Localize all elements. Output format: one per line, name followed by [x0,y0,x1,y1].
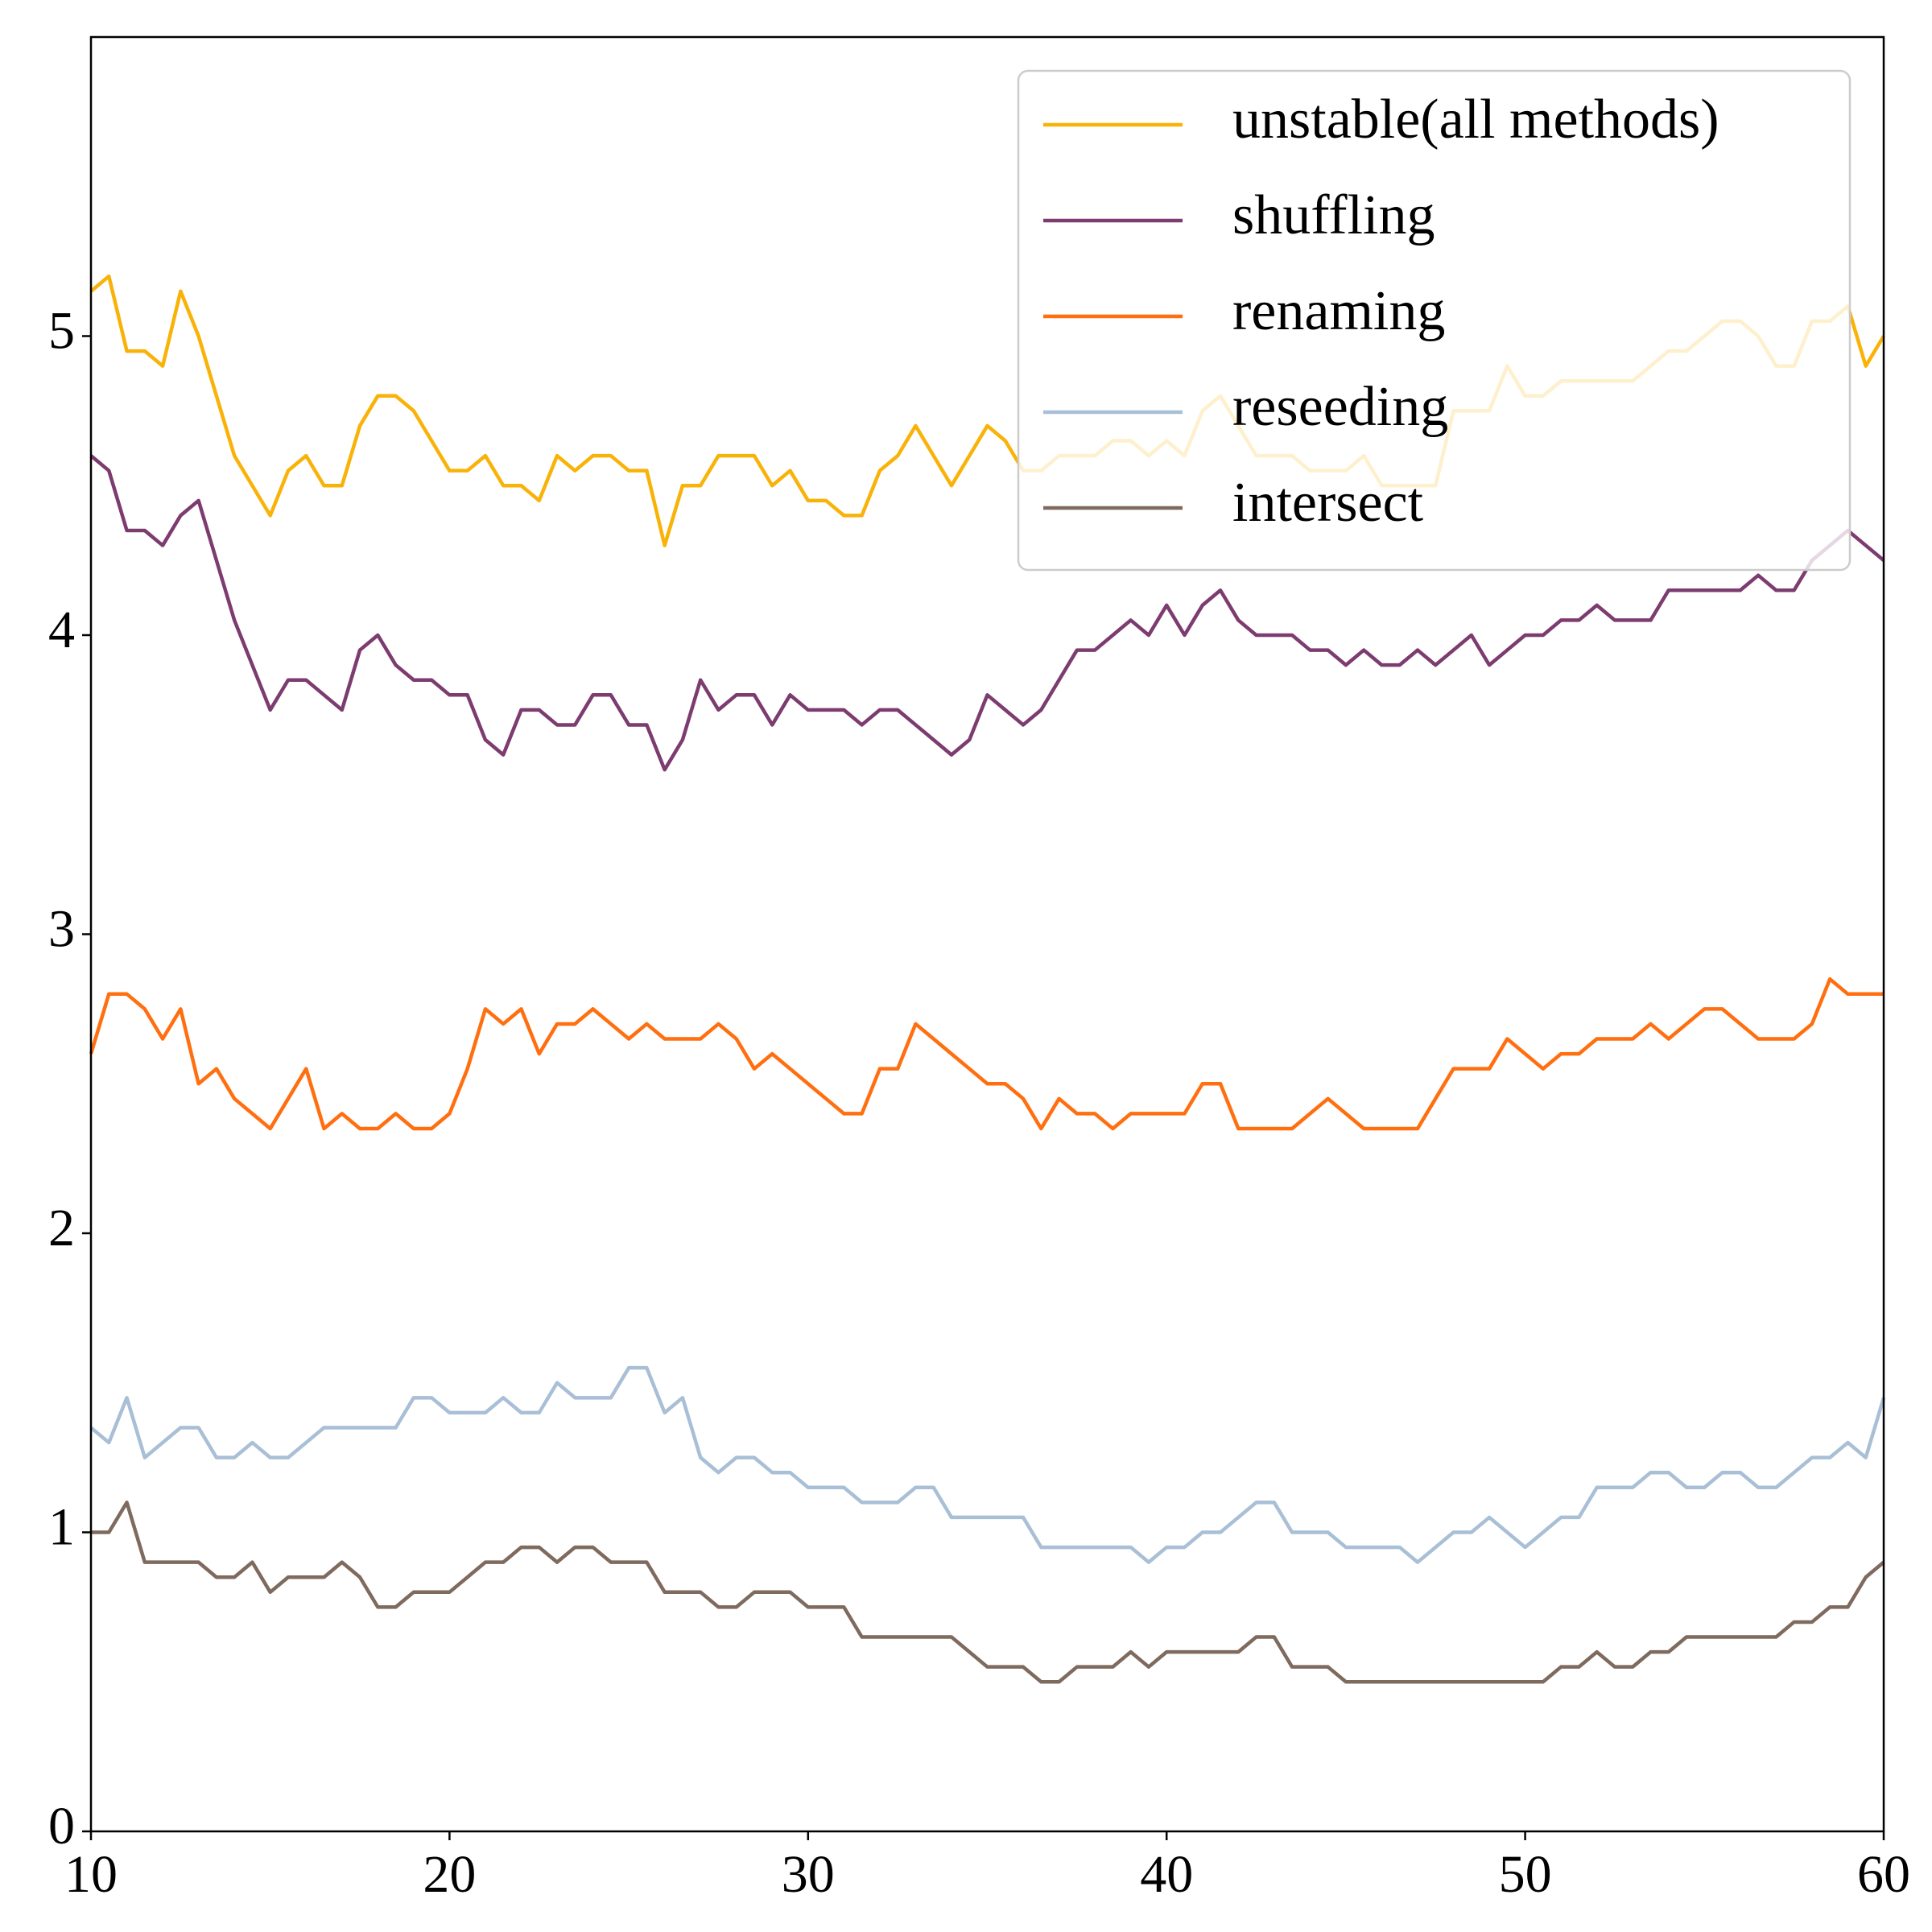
y-tick-label: 1 [48,1498,75,1557]
x-tick-label: 60 [1857,1845,1910,1904]
y-tick-label: 0 [48,1797,75,1856]
legend-label: reseeding [1232,376,1448,438]
y-tick-label: 4 [48,601,75,659]
x-tick-label: 20 [423,1845,476,1904]
y-tick-label: 2 [48,1199,75,1257]
legend: unstable(all methods) shuffling renaming re… [1017,69,1852,572]
y-tick-label: 5 [48,302,75,361]
legend-label: unstable(all methods) [1232,89,1719,151]
x-tick-label: 10 [64,1845,118,1904]
x-tick-label: 50 [1499,1845,1552,1904]
x-tick-label: 40 [1140,1845,1193,1904]
legend-label: shuffling [1232,184,1435,246]
series-line [89,454,1885,772]
x-tick-label: 30 [782,1845,835,1904]
legend-label: renaming [1232,280,1445,342]
y-tick-label: 3 [48,900,75,959]
series-line [89,976,1884,1131]
series-line [91,1501,1885,1684]
series-line [89,1365,1886,1564]
legend-label: intersect [1232,472,1424,534]
legend-frame [1017,69,1852,572]
